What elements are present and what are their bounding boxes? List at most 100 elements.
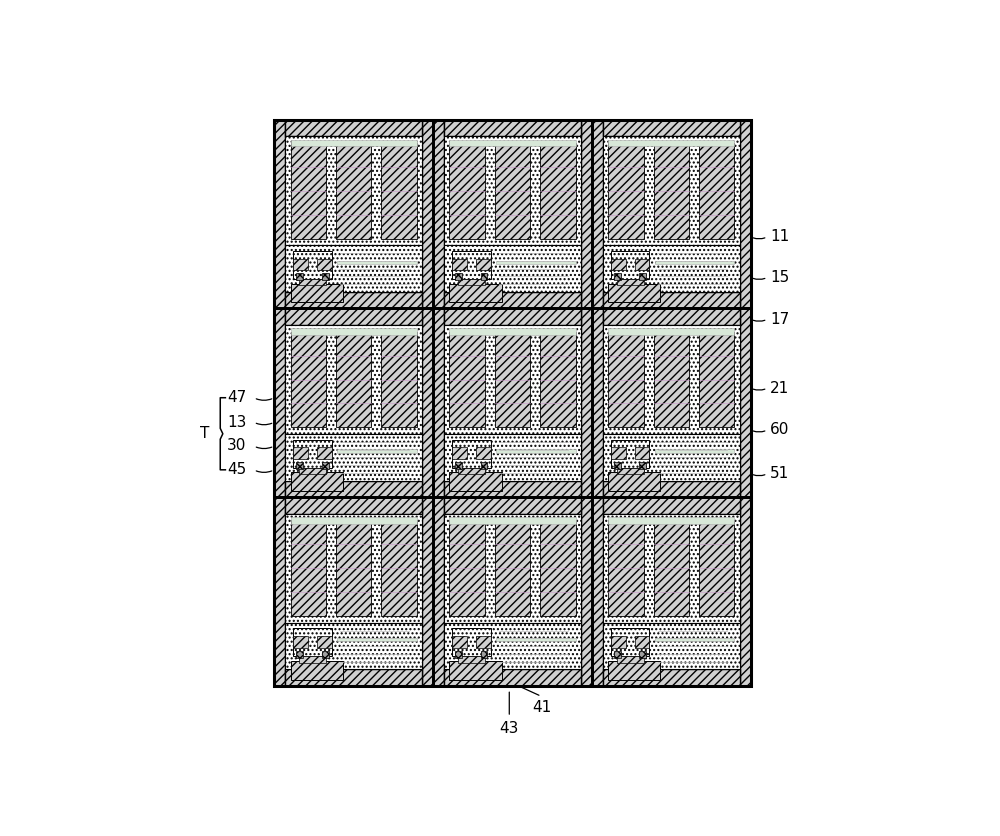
Bar [592,120,603,308]
Bar [581,120,592,308]
Bar [608,472,660,491]
Bar [495,332,530,427]
Text: 47: 47 [227,390,247,405]
Bar [581,497,592,686]
Text: 41: 41 [532,701,551,716]
Text: 43: 43 [500,721,519,736]
Bar [611,251,649,278]
Bar [285,514,422,670]
Bar [285,120,422,136]
Bar [433,497,592,686]
Bar [285,514,422,623]
Bar [476,636,491,648]
Bar [603,136,740,245]
Bar [274,120,751,686]
Bar [293,251,332,278]
Bar [603,136,740,292]
Bar [449,472,502,491]
Bar [496,450,576,452]
Bar [614,651,621,658]
Bar [540,521,576,616]
Bar [608,332,644,427]
Bar [285,292,422,308]
Bar [496,638,576,641]
Bar [381,521,417,616]
Bar [540,332,576,427]
Bar [655,638,734,641]
Bar [481,651,487,658]
Bar [614,462,621,469]
Bar [449,517,576,523]
Text: 13: 13 [227,415,247,430]
Bar [291,329,417,335]
Bar [274,497,433,686]
Bar [581,308,592,497]
Bar [476,447,491,459]
Bar [299,467,326,474]
Bar [422,120,433,308]
Bar [611,636,626,648]
Bar [481,462,487,469]
Bar [481,273,487,280]
Bar [444,514,581,670]
Bar [293,447,308,459]
Bar [740,120,751,308]
Bar [291,140,417,146]
Bar [452,636,467,648]
Bar [611,258,626,270]
Bar [422,308,433,497]
Bar [444,292,581,308]
Bar [592,497,751,686]
Bar [611,440,649,467]
Bar [452,440,491,467]
Bar [433,120,592,308]
Bar [603,308,740,325]
Bar [592,497,603,686]
Bar [299,278,326,285]
Bar [285,245,422,292]
Bar [336,521,371,616]
Bar [296,462,303,469]
Bar [337,450,417,452]
Bar [699,332,734,427]
Bar [293,258,308,270]
Bar [608,283,660,302]
Bar [603,670,740,686]
Text: 11: 11 [770,229,789,244]
Bar [654,143,689,238]
Bar [476,258,491,270]
Bar [611,629,649,656]
Bar [422,497,433,686]
Bar [444,120,581,136]
Bar [285,670,422,686]
Bar [452,629,491,656]
Bar [444,497,581,514]
Bar [291,283,343,302]
Bar [496,261,576,264]
Bar [654,521,689,616]
Bar [455,273,462,280]
Bar [274,497,285,686]
Bar [444,136,581,292]
Bar [317,258,332,270]
Bar [444,136,581,245]
Bar [458,656,485,663]
Bar [274,308,433,497]
Bar [608,140,734,146]
Bar [452,258,467,270]
Bar [592,308,603,497]
Bar [608,661,660,680]
Bar [291,143,326,238]
Bar [293,629,332,656]
Bar [336,143,371,238]
Bar [291,517,417,523]
Bar [614,273,621,280]
Bar [291,332,326,427]
Bar [639,273,646,280]
Bar [603,292,740,308]
Bar [540,143,576,238]
Text: 17: 17 [770,312,789,327]
Bar [337,638,417,641]
Bar [603,434,740,481]
Bar [322,273,329,280]
